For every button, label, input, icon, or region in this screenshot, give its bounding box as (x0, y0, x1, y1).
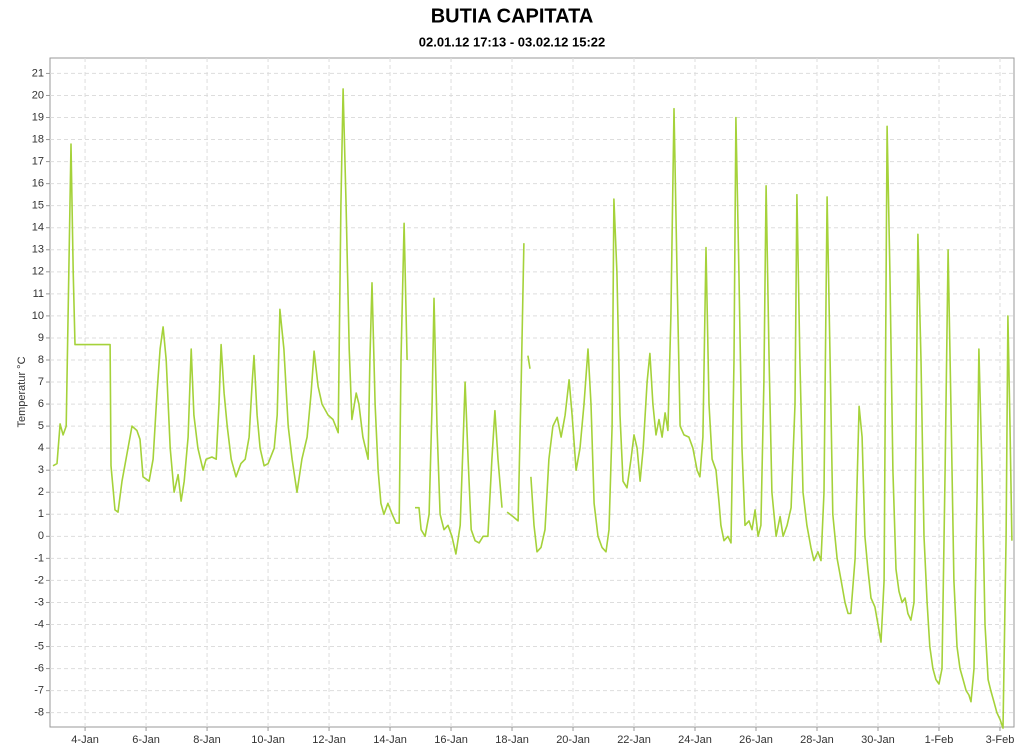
x-tick-label: 30-Jan (861, 734, 895, 746)
y-tick-label: 7 (38, 376, 44, 388)
y-tick-label: -7 (34, 685, 44, 697)
x-tick-label: 6-Jan (132, 734, 160, 746)
y-tick-label: 12 (32, 266, 44, 278)
y-tick-label: 10 (32, 310, 44, 322)
y-tick-label: 6 (38, 398, 44, 410)
x-tick-label: 24-Jan (678, 734, 712, 746)
y-tick-label: 3 (38, 464, 44, 476)
x-tick-label: 3-Feb (986, 734, 1015, 746)
chart-title: BUTIA CAPITATA (431, 5, 594, 27)
y-tick-label: 1 (38, 508, 44, 520)
x-tick-label: 8-Jan (193, 734, 221, 746)
y-tick-label: -1 (34, 552, 44, 564)
y-tick-label: 19 (32, 111, 44, 123)
y-tick-label: 18 (32, 133, 44, 145)
y-tick-label: -4 (34, 618, 44, 630)
chart-subtitle: 02.01.12 17:13 - 03.02.12 15:22 (419, 34, 605, 49)
y-tick-label: 9 (38, 332, 44, 344)
y-tick-label: 2 (38, 486, 44, 498)
y-tick-label: -3 (34, 596, 44, 608)
data-line (52, 88, 1013, 729)
y-tick-label: -6 (34, 662, 44, 674)
x-tick-label: 4-Jan (71, 734, 99, 746)
x-tick-label: 18-Jan (495, 734, 529, 746)
x-tick-label: 22-Jan (617, 734, 651, 746)
y-tick-label: 4 (38, 442, 44, 454)
y-tick-label: 5 (38, 420, 44, 432)
x-tick-label: 10-Jan (251, 734, 285, 746)
plot-frame (49, 57, 1015, 728)
y-tick-label: 8 (38, 354, 44, 366)
x-tick-label: 12-Jan (312, 734, 346, 746)
y-tick-label: 21 (32, 67, 44, 79)
x-tick-label: 20-Jan (556, 734, 590, 746)
y-tick-label: 0 (38, 530, 44, 542)
y-tick-label: 20 (32, 89, 44, 101)
y-tick-label: 14 (32, 222, 44, 234)
y-tick-label: 16 (32, 178, 44, 190)
y-axis-label: Temperatur °C (16, 356, 28, 427)
x-tick-label: 14-Jan (373, 734, 407, 746)
y-tick-label: -2 (34, 574, 44, 586)
x-tick-label: 28-Jan (800, 734, 834, 746)
y-tick-label: -5 (34, 640, 44, 652)
y-tick-label: 17 (32, 156, 44, 168)
y-tick-label: 13 (32, 244, 44, 256)
x-tick-label: 1-Feb (925, 734, 954, 746)
y-tick-label: 11 (33, 288, 44, 300)
y-tick-label: 15 (32, 200, 44, 212)
y-tick-label: -8 (34, 707, 44, 719)
x-tick-label: 16-Jan (434, 734, 468, 746)
x-tick-label: 26-Jan (739, 734, 773, 746)
